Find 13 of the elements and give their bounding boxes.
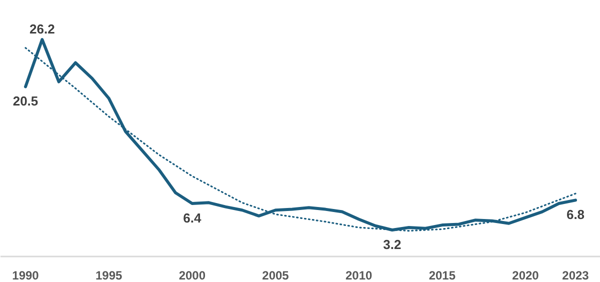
data-label: 3.2 (383, 237, 402, 252)
x-tick-label: 1990 (12, 268, 40, 282)
x-tick-label: 2010 (345, 268, 373, 282)
x-tick-label: 2015 (428, 268, 456, 282)
x-tick-label: 2000 (178, 268, 206, 282)
data-label: 6.8 (566, 207, 585, 222)
x-tick-label: 2005 (262, 268, 290, 282)
data-label: 6.4 (183, 210, 202, 226)
x-tick-label: 2020 (512, 268, 540, 282)
x-tick-label: 2023 (562, 268, 590, 282)
data-label: 26.2 (30, 22, 55, 37)
data-label: 20.5 (12, 94, 38, 109)
x-tick-label: 1995 (95, 268, 123, 282)
